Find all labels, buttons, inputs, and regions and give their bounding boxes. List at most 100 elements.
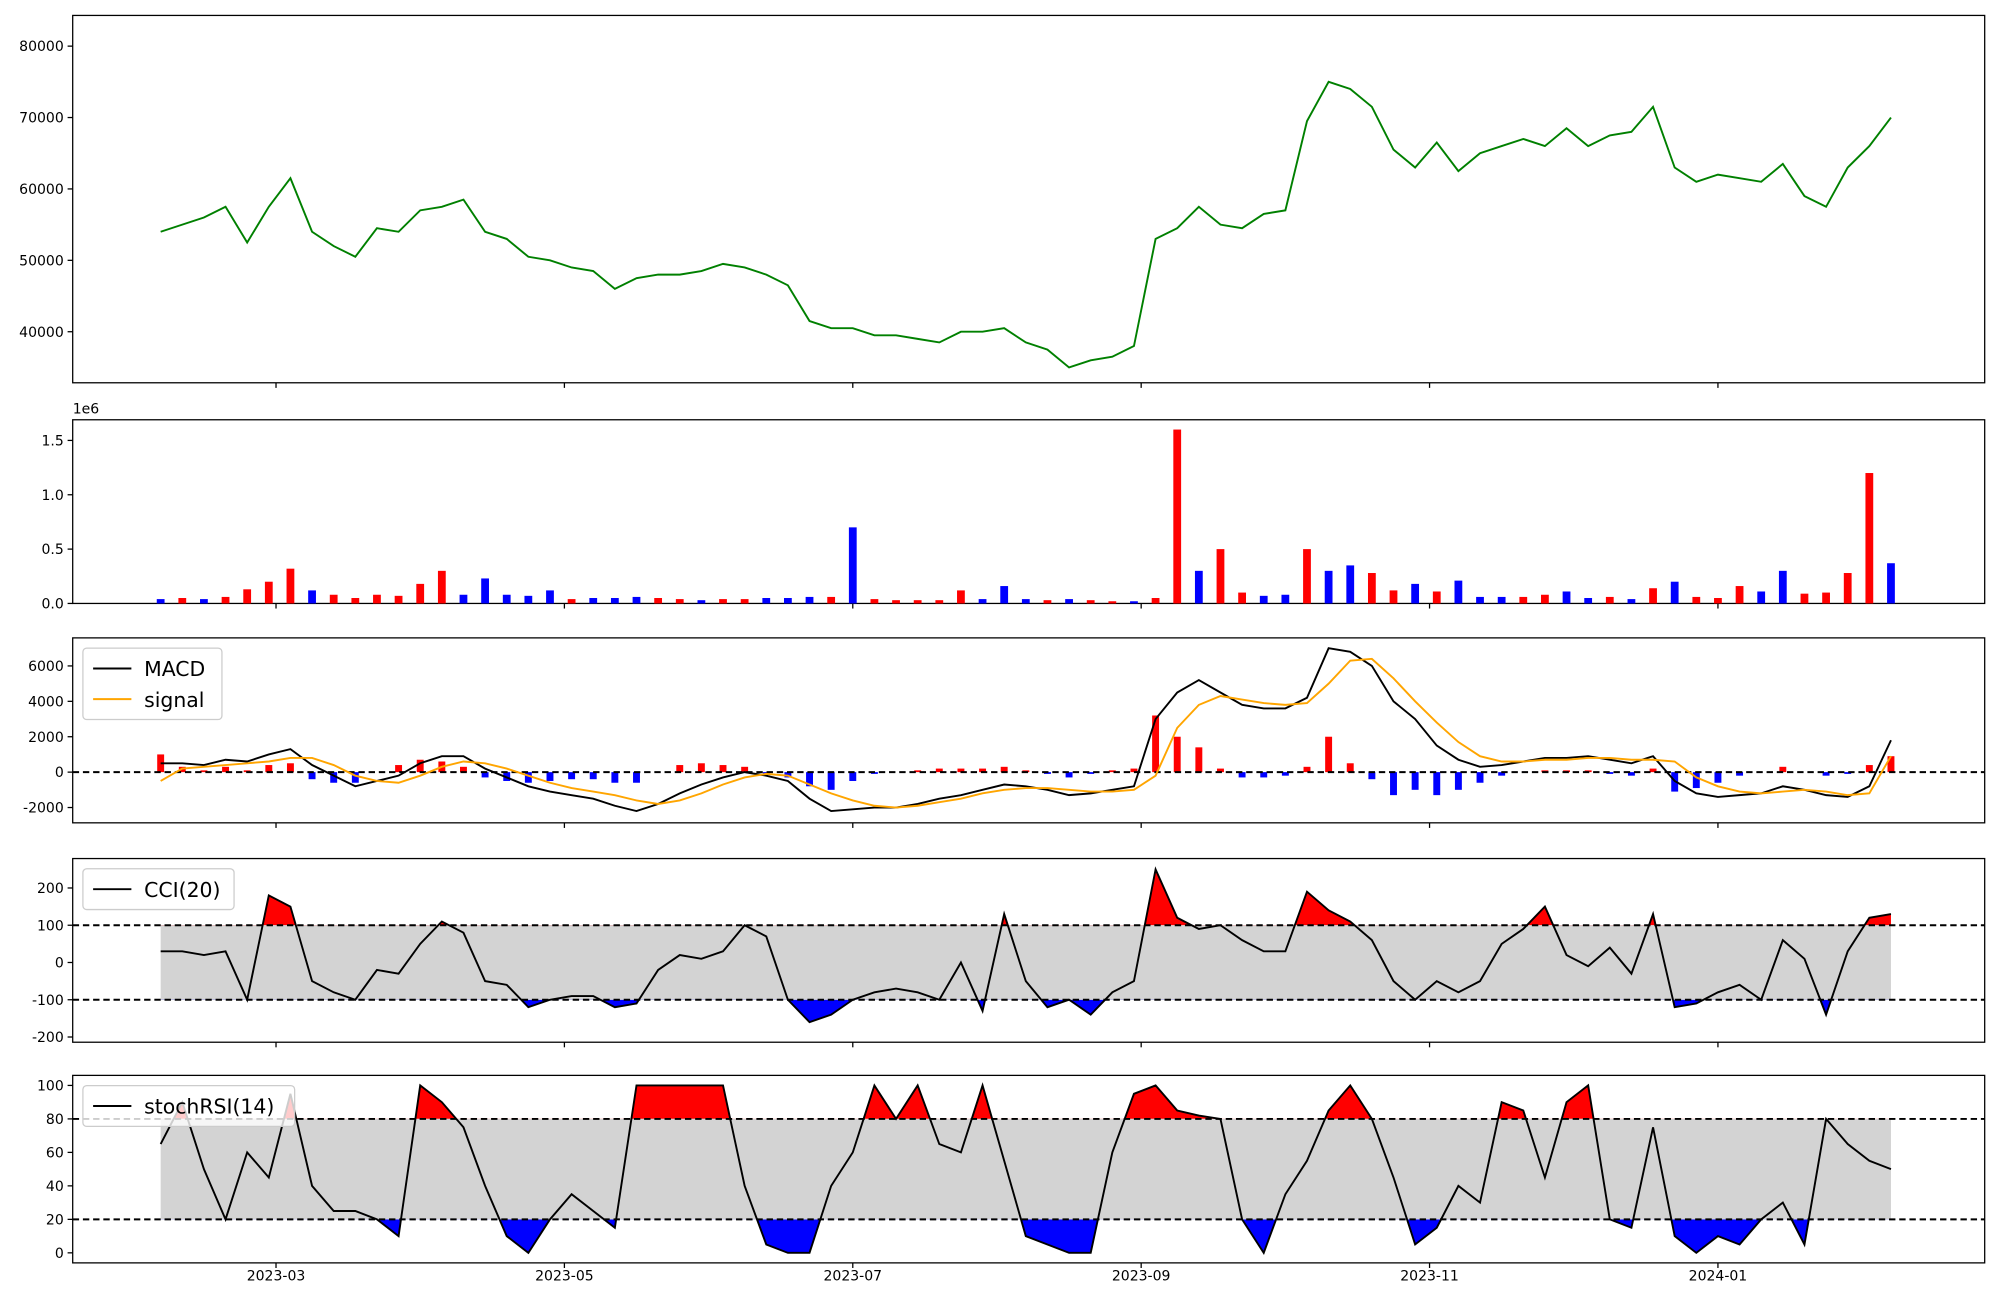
y-tick-label: 80000 <box>19 39 64 55</box>
volume-bar <box>935 600 944 604</box>
panel: -2000 0 2000 4000 6000 MACD signal <box>23 637 1986 828</box>
histogram-bar <box>697 763 705 773</box>
histogram-bar <box>1173 736 1181 773</box>
histogram-bar <box>827 772 835 790</box>
band-fill <box>160 925 1891 1000</box>
histogram-bar <box>1238 772 1246 778</box>
volume-bar <box>1389 590 1398 604</box>
volume-bar <box>481 578 489 604</box>
y-tick-label: 0 <box>55 1246 64 1262</box>
series-line <box>159 1082 1892 1255</box>
volume-bar <box>1367 573 1376 604</box>
volume-bar <box>827 596 836 604</box>
histogram-bar <box>1865 765 1873 773</box>
histogram-bar <box>1108 770 1116 773</box>
volume-bar <box>459 594 468 604</box>
x-tick-label: 2023-07 <box>824 1269 883 1285</box>
band-fill <box>160 1118 1891 1220</box>
histogram-bar <box>589 772 597 780</box>
volume-bar <box>1865 473 1874 604</box>
volume-bar <box>740 599 749 604</box>
volume-bar <box>373 594 381 604</box>
y-tick-label: 40 <box>46 1179 64 1195</box>
volume-bar <box>416 583 425 604</box>
volume-bar <box>632 596 641 604</box>
y-tick-label: -100 <box>32 993 64 1009</box>
legend-label: stochRSI(14) <box>144 1095 274 1119</box>
plot-frame <box>72 857 1986 1043</box>
y-tick-label: 0 <box>55 765 64 781</box>
plot-frame <box>72 637 1986 824</box>
volume-bar <box>308 590 316 604</box>
y-tick-label: 1.0 <box>41 488 63 504</box>
histogram-bar <box>806 772 813 787</box>
legend-box <box>82 868 235 911</box>
histogram-bar <box>957 768 965 773</box>
histogram-bar <box>1346 763 1354 773</box>
histogram-bar <box>719 765 727 773</box>
volume-bar <box>1346 565 1355 604</box>
histogram-bar <box>308 772 316 780</box>
histogram-bar <box>1195 747 1203 773</box>
volume-bar <box>1173 429 1182 604</box>
volume-bar <box>1411 583 1420 604</box>
volume-bar <box>1627 599 1636 604</box>
y-tick-label: 4000 <box>28 694 64 710</box>
y-tick-label: 6000 <box>28 659 64 675</box>
histogram-bar <box>1260 772 1268 778</box>
volume-bar <box>589 598 598 604</box>
volume-bar <box>1822 592 1830 604</box>
panel: -200 -100 0 100 200 CCI(20) <box>32 857 1986 1048</box>
volume-bar <box>719 599 727 604</box>
histogram-bar <box>1303 766 1311 773</box>
y-tick-label: 0.5 <box>41 542 63 558</box>
volume-bar <box>502 594 511 604</box>
volume-bar <box>1714 598 1722 604</box>
volume-bar <box>1519 596 1528 604</box>
histogram-bar <box>1649 768 1657 773</box>
y-tick-label: 0 <box>55 956 64 972</box>
volume-bar <box>1194 570 1203 604</box>
histogram-bar <box>1217 768 1224 773</box>
panel: 0.0 0.5 1.0 1.5 1e6 <box>41 401 1986 613</box>
histogram-bar <box>1065 772 1073 778</box>
volume-bar <box>610 598 619 604</box>
histogram-bar <box>741 766 749 773</box>
legend-label: MACD <box>144 657 205 681</box>
histogram-bar <box>351 772 359 783</box>
histogram-bar <box>200 770 208 773</box>
x-tick-label: 2023-09 <box>1112 1269 1171 1285</box>
x-tick-label: 2023-03 <box>247 1269 306 1285</box>
histogram-bar <box>1390 772 1397 796</box>
volume-bar <box>221 596 230 604</box>
y-tick-label: 200 <box>37 881 64 897</box>
volume-bar <box>1735 586 1744 604</box>
volume-bar <box>1216 549 1225 604</box>
histogram-bar <box>935 768 943 773</box>
volume-bar <box>1000 586 1009 604</box>
overbought-fill <box>173 1085 1594 1119</box>
volume-bar <box>1324 570 1333 604</box>
histogram-bar <box>1130 768 1138 773</box>
histogram-bar <box>1606 772 1614 774</box>
histogram-bar <box>1281 772 1289 776</box>
y-tick-label: 20 <box>46 1212 64 1228</box>
histogram-bar <box>1433 772 1441 796</box>
x-tick-label: 2024-01 <box>1689 1269 1748 1285</box>
plot-frame <box>72 419 1986 605</box>
y-tick-label: 100 <box>37 1079 64 1095</box>
histogram-bar <box>1736 772 1744 776</box>
series-line <box>160 80 1892 369</box>
volume-bar <box>1043 600 1052 604</box>
volume-bar <box>957 590 965 604</box>
volume-bar <box>264 581 273 604</box>
series-line <box>160 647 1892 813</box>
panel: 40000 50000 60000 70000 80000 <box>19 14 1986 388</box>
panel: 0 20 40 60 80 100 2023-03 2023-05 2023-07 2023-09… <box>37 1074 1986 1285</box>
volume-bar <box>892 600 900 604</box>
y-tick-label: 0.0 <box>41 597 63 613</box>
volume-bar <box>156 599 165 604</box>
histogram-bar <box>1779 766 1787 773</box>
volume-bar <box>1130 601 1138 604</box>
